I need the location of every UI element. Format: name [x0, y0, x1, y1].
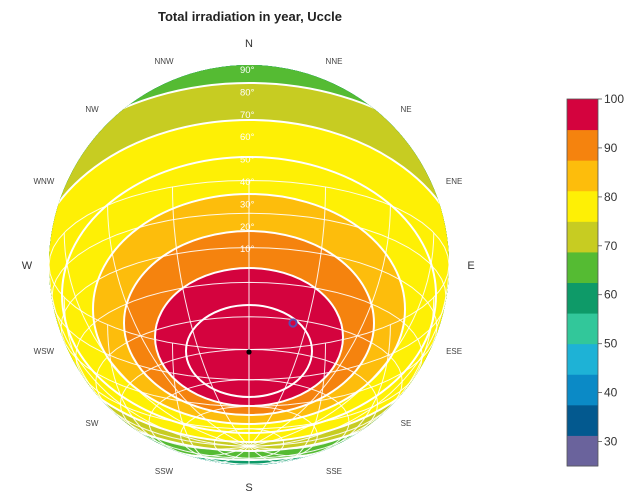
- colorbar-tick-label: 40: [604, 386, 618, 400]
- elevation-label: 80°: [240, 87, 255, 98]
- colorbar-swatch: [567, 374, 598, 406]
- colorbar-swatch: [567, 404, 598, 436]
- colorbar-swatch: [567, 190, 598, 222]
- colorbar-swatch: [567, 282, 598, 314]
- colorbar-swatch: [567, 160, 598, 192]
- direction-label-w: W: [22, 260, 33, 272]
- colorbar-tick-label: 60: [604, 288, 618, 302]
- colorbar-swatch: [567, 343, 598, 375]
- secondary-point-marker: [288, 318, 298, 328]
- colorbar-swatch: [567, 221, 598, 253]
- colorbar-tick-label: 30: [604, 435, 618, 449]
- azimuth-line: [248, 186, 326, 447]
- direction-label-wsw: WSW: [34, 347, 55, 356]
- colorbar-tick-label: 50: [604, 337, 618, 351]
- direction-label-e: E: [467, 260, 474, 272]
- azimuth-line: [248, 297, 435, 450]
- elevation-label: 50°: [240, 155, 255, 166]
- elevation-label: 40°: [240, 177, 255, 188]
- azimuth-line: [63, 297, 250, 450]
- azimuth-line: [107, 205, 250, 447]
- elevation-label: 90°: [240, 65, 255, 76]
- azimuth-line: [248, 324, 391, 457]
- colorbar-tick-label: 80: [604, 190, 618, 204]
- elevation-label: 60°: [240, 132, 255, 143]
- colorbar-tick-label: 70: [604, 239, 618, 253]
- elevation-label: 10°: [240, 244, 255, 255]
- direction-label-ese: ESE: [446, 347, 462, 356]
- azimuth-line: [172, 343, 250, 463]
- optimum-point-marker: [246, 349, 252, 355]
- colorbar-swatch: [567, 313, 598, 345]
- colorbar: 100 90 80 70 60 50 40 30: [566, 92, 624, 467]
- direction-label-nne: NNE: [326, 57, 343, 66]
- colorbar-swatch: [567, 435, 598, 467]
- direction-label-wnw: WNW: [33, 177, 54, 186]
- azimuth-line: [172, 186, 250, 447]
- direction-labels: N NNE NE ENE E ESE SE SSE S SSW SW WSW W WNW NW NNW: [22, 38, 475, 494]
- direction-label-ssw: SSW: [155, 467, 174, 476]
- direction-label-s: S: [245, 482, 252, 494]
- direction-label-sw: SW: [86, 419, 99, 428]
- colorbar-frame: [566, 98, 599, 467]
- azimuth-line: [248, 343, 326, 463]
- direction-label-se: SE: [401, 419, 412, 428]
- elevation-label: 70°: [240, 110, 255, 121]
- direction-label-nnw: NNW: [154, 57, 174, 66]
- elevation-labels: 90° 80° 70° 60° 50° 40° 30° 20° 10°: [240, 65, 255, 255]
- elevation-label: 20°: [240, 222, 255, 233]
- elevation-azimuth-grid: [49, 180, 449, 465]
- azimuth-line: [63, 232, 250, 447]
- direction-label-nw: NW: [85, 105, 99, 114]
- azimuth-line: [248, 264, 449, 447]
- elevation-label: 30°: [240, 199, 255, 210]
- colorbar-swatch: [567, 99, 598, 131]
- markers: [246, 318, 298, 355]
- azimuth-line: [248, 232, 435, 447]
- chart-title: Total irradiation in year, Uccle: [158, 9, 342, 24]
- azimuth-line: [49, 264, 250, 447]
- colorbar-swatch: [567, 251, 598, 283]
- direction-label-ene: ENE: [446, 177, 462, 186]
- colorbar-tick-label: 90: [604, 141, 618, 155]
- direction-label-sse: SSE: [326, 467, 342, 476]
- direction-label-n: N: [245, 38, 253, 50]
- azimuth-line: [248, 205, 391, 447]
- colorbar-swatch: [567, 129, 598, 161]
- direction-label-ne: NE: [400, 105, 411, 114]
- colorbar-tick-label: 100: [604, 92, 624, 106]
